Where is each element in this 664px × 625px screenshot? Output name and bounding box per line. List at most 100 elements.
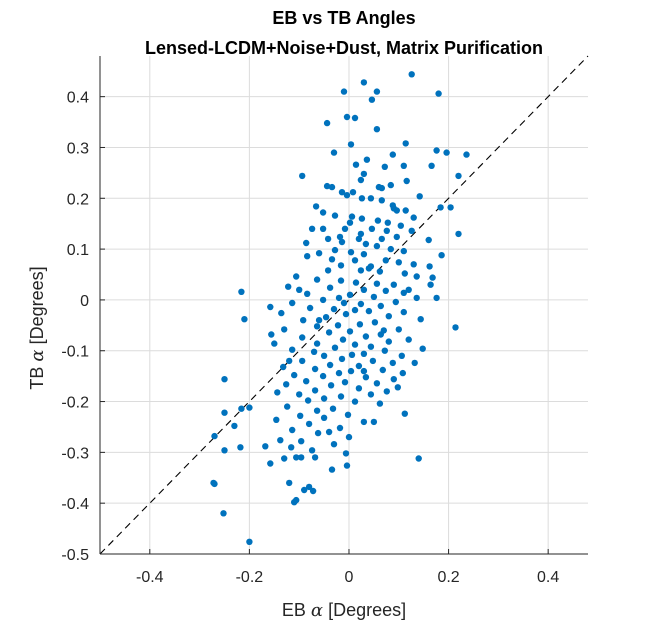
data-point	[395, 326, 402, 333]
data-point	[443, 149, 450, 156]
data-point	[340, 88, 348, 95]
data-point	[323, 182, 331, 190]
data-point	[365, 307, 373, 315]
data-point	[360, 286, 368, 293]
data-point	[299, 172, 306, 180]
data-point	[273, 416, 280, 423]
data-point	[221, 447, 228, 454]
chart-title: EB vs TB Angles	[272, 8, 415, 28]
data-point	[357, 176, 365, 184]
data-point	[362, 374, 370, 381]
y-tick-label: -0.1	[61, 344, 89, 361]
data-point	[370, 293, 378, 301]
x-tick-label: -0.2	[236, 569, 264, 586]
data-point	[348, 213, 356, 220]
data-point	[355, 235, 363, 243]
data-point	[400, 289, 407, 296]
x-tick-label: 0	[345, 569, 354, 586]
data-point	[309, 487, 317, 495]
data-point	[428, 162, 435, 169]
data-point	[221, 376, 228, 383]
data-point	[410, 214, 417, 221]
data-point	[398, 352, 405, 359]
y-tick-label: 0.4	[67, 90, 89, 107]
data-point	[327, 382, 335, 389]
data-points	[210, 71, 470, 545]
data-point	[357, 230, 365, 238]
data-point	[211, 432, 218, 440]
data-point	[371, 319, 379, 326]
data-point	[367, 343, 375, 350]
data-point	[349, 189, 357, 196]
data-point	[301, 486, 308, 494]
data-point	[355, 362, 363, 370]
data-point	[455, 230, 462, 238]
data-point	[346, 291, 354, 298]
data-point	[303, 239, 310, 247]
data-point	[300, 317, 307, 324]
data-point	[284, 403, 291, 410]
axes	[99, 56, 588, 555]
data-point	[221, 409, 228, 416]
data-point	[358, 195, 366, 202]
data-point	[305, 420, 313, 428]
data-point	[291, 499, 298, 506]
data-point	[402, 140, 409, 147]
data-point	[330, 305, 338, 313]
data-point	[331, 344, 339, 351]
data-point	[267, 303, 274, 311]
data-point	[324, 235, 332, 243]
data-point	[293, 273, 300, 280]
data-point	[286, 479, 293, 487]
data-point	[376, 400, 384, 407]
data-point	[280, 363, 287, 371]
data-point	[286, 357, 293, 365]
data-point	[411, 359, 418, 367]
data-point	[390, 281, 397, 288]
data-point	[393, 233, 400, 241]
data-point	[325, 428, 333, 436]
data-point	[319, 209, 327, 216]
data-point	[360, 170, 368, 178]
data-point	[331, 246, 339, 254]
y-tick-labels: -0.5 -0.4 -0.3 -0.2 -0.1 0 0.1 0.2 0.3 0.4	[61, 90, 89, 564]
data-point	[389, 359, 396, 367]
data-point	[231, 422, 238, 430]
data-point	[368, 225, 376, 232]
data-point	[347, 249, 355, 256]
data-point	[299, 334, 306, 341]
data-point	[376, 268, 384, 275]
data-point	[357, 300, 365, 308]
y-tick-label: 0	[80, 293, 89, 310]
data-point	[429, 274, 436, 281]
data-point	[360, 79, 368, 86]
data-point	[378, 197, 385, 204]
data-point	[305, 483, 313, 491]
data-point	[246, 538, 253, 545]
data-point	[335, 294, 343, 302]
data-point	[387, 245, 394, 253]
data-point	[367, 391, 375, 398]
data-point	[382, 257, 389, 264]
data-point	[296, 391, 303, 398]
data-point	[338, 238, 346, 246]
data-point	[281, 455, 288, 462]
data-point	[339, 336, 347, 343]
data-point	[346, 328, 354, 335]
data-point	[312, 203, 320, 210]
data-point	[338, 189, 346, 196]
data-point	[413, 294, 420, 302]
data-point	[387, 181, 394, 189]
data-point	[337, 277, 345, 284]
data-point	[328, 183, 336, 191]
data-point	[241, 316, 248, 323]
data-point	[378, 235, 385, 243]
data-point	[413, 273, 420, 280]
data-point	[385, 313, 392, 320]
data-point	[326, 284, 334, 291]
data-point	[365, 265, 373, 272]
data-point	[289, 426, 296, 434]
data-point	[296, 286, 303, 293]
data-point	[238, 405, 245, 412]
chart-subtitle: Lensed-LCDM+Noise+Dust, Matrix Purificat…	[145, 38, 543, 58]
